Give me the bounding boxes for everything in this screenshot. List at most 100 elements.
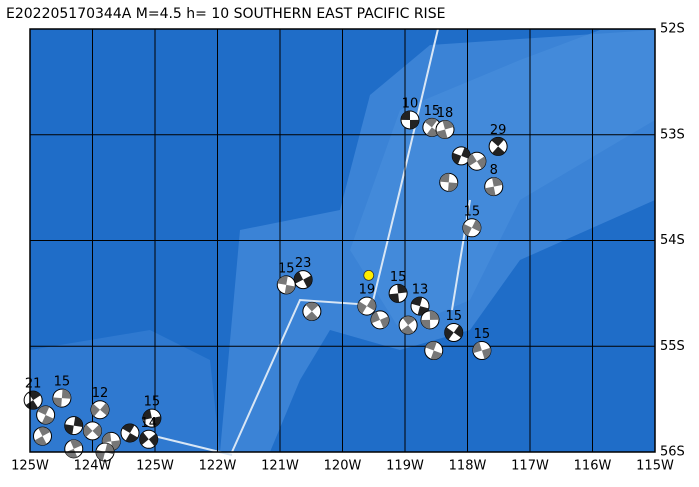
compression-quadrant <box>65 448 78 458</box>
compression-quadrant <box>61 389 71 399</box>
focal-mechanism <box>83 421 102 441</box>
compression-quadrant <box>34 436 47 446</box>
y-tick-label: 53S <box>660 127 685 142</box>
focal-mechanism <box>293 270 313 290</box>
compression-quadrant <box>401 110 410 120</box>
depth-label: 15 <box>464 204 481 219</box>
compression-quadrant <box>439 173 450 183</box>
y-tick-label: 55S <box>660 339 685 354</box>
depth-label: 14 <box>140 416 157 431</box>
depth-label: 15 <box>144 395 161 410</box>
focal-mechanism <box>370 310 390 330</box>
compression-quadrant <box>421 319 431 329</box>
compression-quadrant <box>92 424 102 438</box>
x-tick-label: 118W <box>449 459 487 474</box>
compression-quadrant <box>284 284 296 294</box>
focal-mechanism <box>33 426 52 446</box>
focal-mechanism <box>388 283 408 303</box>
depth-label: 15 <box>278 261 295 276</box>
y-tick-label: 54S <box>660 233 685 248</box>
depth-label: 8 <box>490 163 498 178</box>
compression-quadrant <box>151 416 161 427</box>
compression-quadrant <box>430 350 443 360</box>
depth-label: 23 <box>295 256 312 271</box>
compression-quadrant <box>476 156 486 169</box>
compression-quadrant <box>401 325 414 335</box>
compression-quadrant <box>139 432 149 445</box>
depth-label: 18 <box>437 106 454 121</box>
x-tick-label: 115W <box>636 459 674 474</box>
compression-quadrant <box>41 414 54 424</box>
compression-quadrant <box>357 301 367 314</box>
focal-mechanism <box>64 439 84 459</box>
compression-quadrant <box>380 316 389 329</box>
depth-label: 15 <box>474 327 491 342</box>
focal-mechanism <box>444 323 464 343</box>
compression-quadrant <box>491 137 505 147</box>
x-tick-label: 121W <box>261 459 299 474</box>
compression-quadrant <box>410 119 419 129</box>
compression-quadrant <box>125 432 138 443</box>
depth-label: 29 <box>490 123 507 138</box>
x-tick-label: 125W <box>136 459 174 474</box>
compression-quadrant <box>305 302 319 312</box>
y-tick-label: 56S <box>660 445 685 460</box>
x-tick-label: 122W <box>199 459 237 474</box>
focal-mechanism <box>52 388 72 408</box>
focal-mechanism <box>435 119 455 139</box>
focal-mechanism <box>23 390 43 410</box>
focal-mechanism <box>302 301 322 321</box>
focal-mechanism <box>142 408 162 428</box>
focal-mechanism <box>467 151 487 171</box>
focal-mechanism <box>472 340 492 360</box>
focal-mechanism <box>420 310 440 330</box>
compression-quadrant <box>402 316 416 326</box>
compression-quadrant <box>28 391 41 401</box>
depth-label: 19 <box>359 283 376 298</box>
compression-quadrant <box>366 298 376 311</box>
x-tick-label: 125W <box>11 459 49 474</box>
compression-quadrant <box>64 424 74 435</box>
compression-quadrant <box>411 297 423 307</box>
focal-mechanism <box>484 177 504 197</box>
focal-mechanism <box>64 416 84 436</box>
compression-quadrant <box>472 341 482 354</box>
y-tick-label: 52S <box>660 22 685 37</box>
compression-quadrant <box>484 186 496 196</box>
focal-mechanism <box>90 400 110 420</box>
depth-label: 15 <box>445 309 462 324</box>
compression-quadrant <box>453 325 463 338</box>
compression-quadrant <box>467 153 477 166</box>
compression-quadrant <box>294 271 304 284</box>
compression-quadrant <box>448 182 458 192</box>
compression-quadrant <box>37 405 50 415</box>
compression-quadrant <box>397 284 408 294</box>
compression-quadrant <box>90 403 100 417</box>
compression-quadrant <box>38 427 51 437</box>
compression-quadrant <box>52 397 62 407</box>
compression-quadrant <box>471 219 481 232</box>
focal-mechanism <box>120 423 140 443</box>
x-tick-label: 117W <box>511 459 549 474</box>
focal-mechanism <box>424 340 444 360</box>
x-tick-label: 124W <box>74 459 112 474</box>
compression-quadrant <box>100 402 110 416</box>
compression-quadrant <box>444 327 454 340</box>
compression-quadrant <box>492 146 505 156</box>
focal-mechanism <box>357 296 377 316</box>
compression-quadrant <box>481 347 491 360</box>
x-tick-label: 116W <box>574 459 612 474</box>
focal-mechanism <box>462 218 482 238</box>
depth-label: 21 <box>25 377 42 392</box>
compression-quadrant <box>73 416 83 427</box>
compression-quadrant <box>303 275 313 288</box>
compression-quadrant <box>277 275 288 285</box>
focal-mechanism <box>439 172 459 192</box>
compression-quadrant <box>452 152 462 165</box>
compression-quadrant <box>102 432 112 443</box>
compression-quadrant <box>425 341 437 351</box>
epicenter <box>363 269 375 281</box>
x-tick-label: 120W <box>324 459 362 474</box>
compression-quadrant <box>371 311 380 324</box>
